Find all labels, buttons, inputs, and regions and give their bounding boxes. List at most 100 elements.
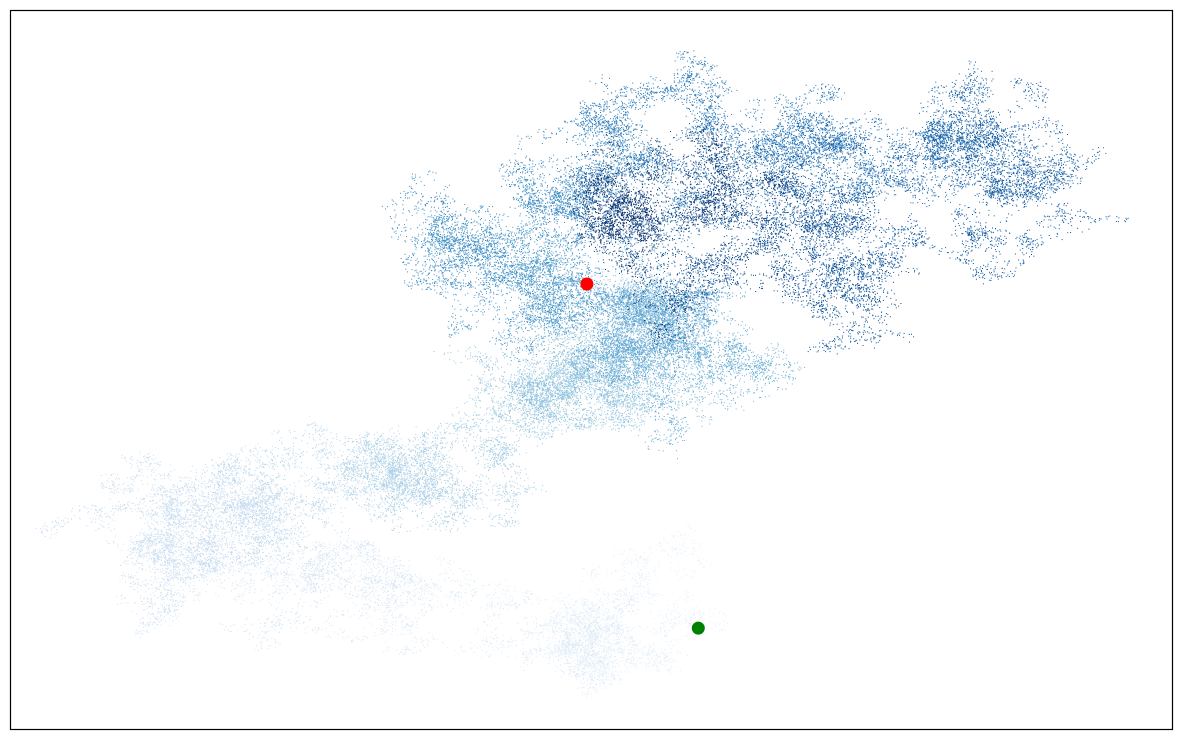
walk-point	[568, 629, 569, 630]
walk-point	[664, 649, 665, 650]
walk-point	[467, 584, 468, 585]
walk-point	[601, 667, 602, 668]
walk-point	[592, 637, 593, 638]
walk-point	[565, 659, 566, 660]
walk-point	[612, 671, 613, 672]
walk-point	[570, 649, 571, 650]
walk-point	[622, 609, 623, 610]
walk-point	[663, 617, 664, 618]
walk-point	[616, 639, 617, 640]
walk-point	[369, 616, 370, 617]
walk-point	[594, 667, 595, 668]
walk-point	[561, 619, 562, 620]
walk-point	[695, 635, 696, 636]
walk-point	[596, 657, 597, 658]
walk-point	[673, 627, 674, 628]
walk-point	[658, 633, 659, 634]
walk-point	[601, 629, 602, 630]
walk-point	[497, 649, 498, 650]
walk-point	[569, 613, 570, 614]
walk-point	[499, 614, 500, 615]
walk-point	[557, 617, 558, 618]
walk-point	[600, 658, 601, 659]
walk-point	[661, 546, 662, 547]
walk-point	[559, 623, 560, 624]
walk-point	[587, 632, 588, 633]
walk-point	[566, 624, 567, 625]
walk-point	[573, 628, 574, 629]
walk-point	[627, 560, 628, 561]
walk-point	[533, 634, 534, 635]
walk-point	[572, 644, 573, 645]
walk-point	[608, 665, 609, 666]
walk-point	[569, 655, 570, 656]
walk-point	[448, 567, 449, 568]
walk-point	[663, 660, 664, 661]
walk-point	[470, 579, 471, 580]
walk-point	[592, 579, 593, 580]
walk-point	[564, 673, 565, 674]
walk-point	[502, 593, 503, 594]
walk-point	[487, 595, 488, 596]
walk-point	[561, 661, 562, 662]
walk-point	[370, 545, 371, 546]
walk-point	[625, 580, 626, 581]
walk-point	[620, 594, 621, 595]
walk-point	[510, 595, 511, 596]
walk-point	[573, 606, 574, 607]
walk-point	[577, 623, 578, 624]
walk-point	[684, 540, 685, 541]
walk-point	[518, 605, 519, 606]
walk-point	[697, 555, 698, 556]
walk-point	[508, 641, 509, 642]
walk-point	[586, 697, 587, 698]
walk-point	[652, 653, 653, 654]
walk-point	[452, 591, 453, 592]
walk-point	[557, 667, 558, 668]
walk-point	[582, 674, 583, 675]
walk-point	[678, 612, 679, 613]
walk-point	[495, 614, 496, 615]
walk-point	[400, 617, 401, 618]
walk-point	[369, 586, 370, 587]
walk-point	[664, 540, 665, 541]
walk-point	[680, 534, 681, 535]
walk-point	[575, 642, 576, 643]
walk-point	[640, 582, 641, 583]
walk-point	[507, 641, 508, 642]
walk-point	[615, 546, 616, 547]
walk-point	[528, 634, 529, 635]
walk-point	[699, 613, 700, 614]
walk-point	[677, 641, 678, 642]
walk-point	[376, 568, 377, 569]
walk-point	[609, 629, 610, 630]
walk-point	[457, 579, 458, 580]
walk-point	[400, 564, 401, 565]
walk-point	[597, 673, 598, 674]
walk-point	[596, 633, 597, 634]
walk-point	[571, 676, 572, 677]
walk-point	[405, 651, 406, 652]
walk-point	[581, 622, 582, 623]
walk-point	[416, 588, 417, 589]
walk-point	[619, 678, 620, 679]
walk-point	[613, 676, 614, 677]
walk-point	[407, 575, 408, 576]
walk-point	[687, 636, 688, 637]
walk-point	[578, 664, 579, 665]
walk-point	[557, 613, 558, 614]
walk-point	[579, 682, 580, 683]
walk-point	[596, 671, 597, 672]
walk-point	[590, 609, 591, 610]
walk-point	[571, 652, 572, 653]
walk-point	[642, 574, 643, 575]
walk-point	[604, 640, 605, 641]
walk-point	[409, 593, 410, 594]
walk-point	[415, 595, 416, 596]
walk-point	[387, 584, 388, 585]
walk-point	[597, 679, 598, 680]
walk-point	[375, 551, 376, 552]
walk-point	[590, 687, 591, 688]
walk-point	[386, 574, 387, 575]
walk-point	[627, 557, 628, 558]
